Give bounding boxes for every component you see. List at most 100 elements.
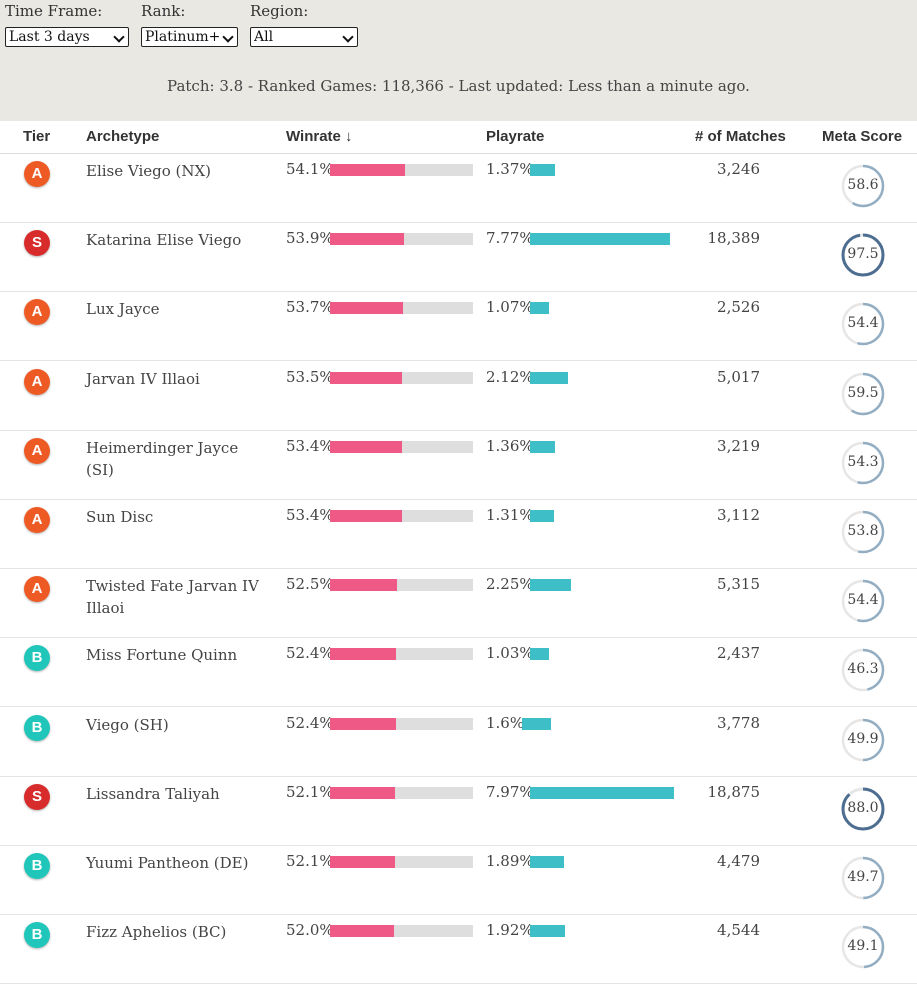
match-count: 4,479 (717, 852, 760, 870)
playrate-bar (530, 164, 555, 176)
archetype-name[interactable]: Twisted Fate Jarvan IV Illaoi (86, 577, 259, 617)
archetype-name[interactable]: Fizz Aphelios (BC) (86, 923, 227, 941)
winrate-bar (330, 718, 473, 730)
table-row[interactable]: B Yuumi Pantheon (DE) 52.1% 1.89% 4,479 49.7 (0, 845, 917, 915)
playrate-bar (530, 648, 549, 660)
table-row[interactable]: A Sun Disc 53.4% 1.31% 3,112 53.8 (0, 499, 917, 569)
meta-score-value: 59.5 (847, 385, 879, 401)
playrate-value: 1.92% (486, 921, 534, 939)
meta-score-ring: 49.1 (839, 923, 887, 971)
meta-score-value: 97.5 (847, 246, 879, 262)
playrate-bar (530, 233, 670, 245)
archetype-name[interactable]: Heimerdinger Jayce (SI) (86, 439, 239, 479)
playrate-bar (530, 856, 564, 868)
meta-score-ring: 49.7 (839, 854, 887, 902)
archetype-name[interactable]: Lux Jayce (86, 300, 160, 318)
match-count: 4,544 (717, 921, 760, 939)
tier-badge: S (24, 784, 50, 810)
meta-score-arc (841, 441, 885, 485)
meta-score-arc (841, 164, 885, 208)
playrate-value: 7.97% (486, 783, 534, 801)
meta-score-value: 54.4 (847, 315, 879, 331)
winrate-bar-fill (330, 856, 395, 868)
playrate-value: 2.25% (486, 575, 534, 593)
winrate-bar-fill (330, 925, 394, 937)
chevron-down-icon (113, 31, 125, 43)
winrate-bar (330, 787, 473, 799)
meta-score-value: 49.9 (847, 731, 879, 747)
meta-score-value: 49.7 (847, 869, 879, 885)
column-header-winrate[interactable]: Winrate ↓ (286, 128, 353, 145)
winrate-bar-fill (330, 510, 402, 522)
time-frame-label: Time Frame: (5, 2, 103, 20)
meta-score-value: 54.3 (847, 454, 879, 470)
meta-score-ring: 88.0 (839, 785, 887, 833)
meta-score-value: 88.0 (847, 800, 879, 816)
meta-score-arc (841, 648, 885, 692)
playrate-bar (522, 718, 551, 730)
table-row[interactable]: S Katarina Elise Viego 53.9% 7.77% 18,389 97.… (0, 222, 917, 292)
archetype-name[interactable]: Elise Viego (NX) (86, 162, 212, 180)
table-row[interactable]: A Twisted Fate Jarvan IV Illaoi 52.5% 2.25%… (0, 568, 917, 638)
rank-select[interactable]: Platinum+ (141, 27, 238, 47)
table-row[interactable]: B Viego (SH) 52.4% 1.6% 3,778 49.9 (0, 707, 917, 777)
region-select[interactable]: All (250, 27, 358, 47)
match-count: 3,778 (717, 714, 760, 732)
match-count: 18,389 (707, 229, 761, 247)
winrate-bar (330, 925, 473, 937)
table-row[interactable]: A Lux Jayce 53.7% 1.07% 2,526 54.4 (0, 291, 917, 361)
winrate-bar (330, 233, 473, 245)
meta-score-arc (841, 856, 885, 900)
table-header: Tier Archetype Winrate ↓ Playrate # of M… (0, 121, 917, 154)
column-header-playrate[interactable]: Playrate (486, 128, 545, 145)
winrate-bar-fill (330, 718, 396, 730)
playrate-bar (530, 787, 674, 799)
rank-label: Rank: (141, 2, 186, 20)
meta-score-value: 54.4 (847, 592, 879, 608)
winrate-value: 52.1% (286, 783, 334, 801)
time-frame-select[interactable]: Last 3 days (5, 27, 129, 47)
winrate-bar-fill (330, 164, 405, 176)
winrate-bar (330, 302, 473, 314)
meta-score-value: 46.3 (847, 661, 879, 677)
archetype-name[interactable]: Sun Disc (86, 508, 154, 526)
table-row[interactable]: B Fizz Aphelios (BC) 52.0% 1.92% 4,544 49.1 (0, 914, 917, 984)
archetype-name[interactable]: Lissandra Taliyah (86, 785, 220, 803)
archetype-name[interactable]: Jarvan IV Illaoi (86, 370, 200, 388)
column-header-matches[interactable]: # of Matches (695, 128, 786, 145)
table-row[interactable]: B Miss Fortune Quinn 52.4% 1.03% 2,437 46.3 (0, 637, 917, 707)
archetype-name[interactable]: Miss Fortune Quinn (86, 646, 238, 664)
archetype-name[interactable]: Yuumi Pantheon (DE) (86, 854, 249, 872)
status-line: Patch: 3.8 - Ranked Games: 118,366 - Las… (167, 77, 750, 95)
table-row[interactable]: S Lissandra Taliyah 52.1% 7.97% 18,875 88.0 (0, 776, 917, 846)
winrate-value: 54.1% (286, 160, 334, 178)
meta-score-ring: 97.5 (839, 231, 887, 279)
table-row[interactable]: A Jarvan IV Illaoi 53.5% 2.12% 5,017 59.5 (0, 361, 917, 431)
column-header-meta-score[interactable]: Meta Score (822, 128, 903, 145)
playrate-value: 1.6% (486, 714, 525, 732)
winrate-value: 52.4% (286, 644, 334, 662)
tier-badge: A (24, 576, 50, 602)
column-header-archetype[interactable]: Archetype (86, 128, 160, 145)
archetype-name[interactable]: Katarina Elise Viego (86, 231, 242, 249)
archetype-name[interactable]: Viego (SH) (86, 716, 169, 734)
winrate-value: 52.5% (286, 575, 334, 593)
playrate-value: 1.31% (486, 506, 534, 524)
winrate-bar-fill (330, 372, 402, 384)
table-row[interactable]: A Elise Viego (NX) 54.1% 1.37% 3,246 58.6 (0, 153, 917, 223)
meta-score-ring: 54.4 (839, 300, 887, 348)
winrate-value: 52.1% (286, 852, 334, 870)
meta-score-ring: 54.4 (839, 577, 887, 625)
playrate-bar (530, 579, 571, 591)
playrate-bar (530, 372, 568, 384)
winrate-bar (330, 648, 473, 660)
playrate-bar (530, 510, 554, 522)
table-row[interactable]: A Heimerdinger Jayce (SI) 53.4% 1.36% 3,219 5… (0, 430, 917, 500)
winrate-bar-fill (330, 441, 402, 453)
meta-score-value: 53.8 (847, 523, 879, 539)
winrate-bar-fill (330, 648, 396, 660)
winrate-bar-fill (330, 787, 395, 799)
column-header-tier[interactable]: Tier (23, 128, 51, 145)
playrate-bar (530, 441, 555, 453)
chevron-down-icon (342, 31, 354, 43)
